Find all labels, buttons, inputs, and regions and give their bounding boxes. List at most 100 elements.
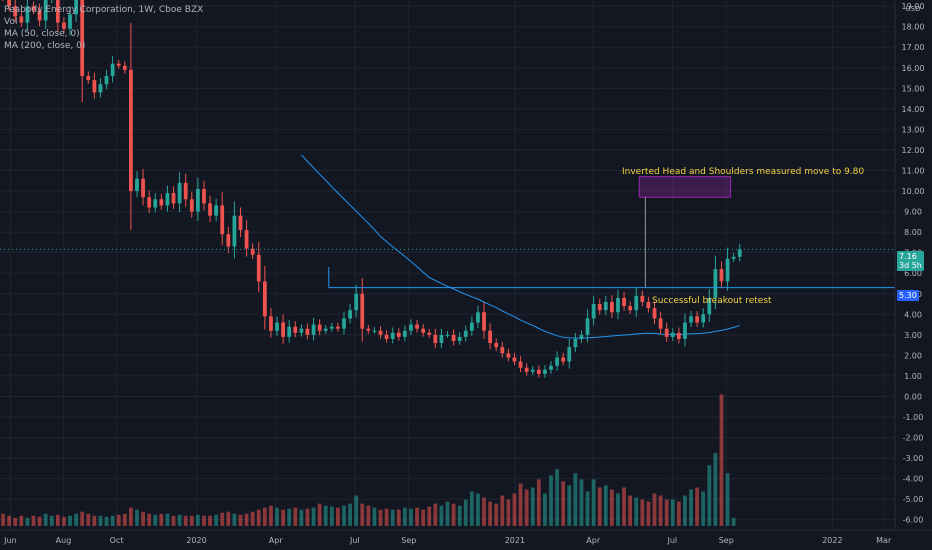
volume-bar — [110, 515, 115, 526]
ma50-indicator-label[interactable]: MA (50, close, 0) — [4, 29, 80, 39]
volume-bar — [104, 516, 109, 526]
volume-bar — [189, 515, 194, 526]
volume-bar — [640, 499, 645, 526]
candle-body — [701, 314, 706, 323]
volume-bar — [37, 516, 42, 526]
candle-body — [518, 361, 523, 368]
candle-body — [469, 322, 474, 331]
candle-body — [281, 322, 285, 337]
volume-bar — [725, 473, 730, 526]
candle-body — [122, 65, 127, 70]
candle-body — [348, 310, 352, 319]
volume-bar — [43, 513, 48, 526]
volume-bar — [232, 513, 237, 526]
candle-body — [725, 258, 730, 282]
volume-bar — [25, 517, 30, 526]
volume-bar — [275, 507, 279, 526]
candle-body — [378, 330, 383, 335]
candle-body — [92, 80, 97, 93]
x-tick-label: Apr — [269, 536, 284, 545]
volume-bar — [269, 505, 273, 526]
candle-body — [683, 322, 687, 339]
candle-body — [329, 326, 334, 329]
candle-body — [415, 324, 419, 329]
volume-indicator-label[interactable]: Vol — [4, 17, 18, 27]
candle-body — [74, 0, 78, 15]
volume-bar — [159, 513, 164, 526]
candle-body — [287, 326, 292, 337]
volume-bar — [390, 509, 395, 526]
candle-body — [195, 188, 200, 212]
y-tick-label: 17.00 — [902, 43, 925, 52]
breakout-level-badge: 5.30 — [897, 290, 919, 301]
volume-bar — [202, 515, 206, 526]
volume-bar — [1, 513, 5, 526]
candle-body — [402, 330, 407, 337]
volume-bar — [622, 487, 626, 526]
candle-body — [616, 297, 620, 313]
candle-body — [55, 0, 60, 23]
candle-body — [737, 249, 742, 257]
volume-bar — [80, 511, 85, 526]
ma200-indicator-label[interactable]: MA (200, close, 0) — [4, 41, 86, 51]
retest-annotation[interactable]: Successful breakout retest — [652, 296, 772, 306]
candle-body — [153, 199, 158, 208]
candle-body — [573, 338, 578, 348]
target-box — [638, 176, 732, 198]
volume-bar — [652, 493, 657, 526]
volume-bar — [153, 514, 158, 526]
target-annotation[interactable]: Inverted Head and Shoulders measured mov… — [622, 167, 865, 177]
time-axis-background — [0, 530, 932, 550]
x-tick-label: 2020 — [186, 536, 206, 545]
volume-bar — [305, 508, 310, 526]
candle-body — [390, 332, 395, 339]
candle-body — [506, 353, 511, 358]
y-tick-label: 19.00 — [902, 2, 925, 11]
candle-body — [98, 84, 103, 93]
candle-body — [610, 301, 614, 313]
candle-body — [293, 326, 298, 333]
volume-bar — [536, 479, 541, 526]
candle-body — [439, 334, 444, 344]
symbol-title[interactable]: Peabody Energy Corporation, 1W, Cboe BZX — [4, 5, 204, 15]
candle-body — [628, 306, 633, 311]
candle-body — [512, 357, 517, 362]
drawing-tools — [0, 176, 895, 289]
candle-body — [305, 328, 310, 335]
volume-bar — [482, 497, 486, 526]
volume-bar — [208, 515, 212, 526]
candle-body — [141, 178, 145, 198]
volume-bar — [506, 499, 511, 526]
candle-body — [159, 199, 164, 206]
candle-body — [536, 369, 541, 374]
candle-body — [670, 332, 675, 337]
candle-body — [482, 312, 486, 331]
candle-body — [549, 365, 553, 370]
candle-body — [658, 318, 663, 329]
candle-body — [360, 293, 365, 329]
y-tick-label: 0.00 — [904, 392, 922, 401]
volume-bar — [561, 481, 566, 526]
volume-bar — [616, 493, 620, 526]
time-axis[interactable]: Jun Aug Oct 2020 Apr Jul Sep 2021 Apr Jul Sep 2022 M… — [3, 536, 892, 545]
y-tick-label: -3.00 — [903, 454, 924, 463]
candle-body — [214, 205, 219, 216]
volume-bar — [530, 487, 535, 526]
candle-body — [494, 343, 499, 348]
volume-bar — [129, 507, 133, 526]
candle-body — [86, 76, 91, 81]
candle-body — [689, 316, 693, 323]
y-tick-label: 13.00 — [902, 125, 925, 134]
candle-body — [731, 256, 736, 259]
grid-lines — [0, 0, 895, 530]
volume-bar — [433, 503, 438, 526]
candle-body — [707, 297, 712, 315]
candle-body — [104, 76, 109, 85]
volume-bar — [220, 512, 225, 526]
x-tick-label: Jun — [3, 536, 17, 545]
candle-body — [43, 0, 48, 21]
volume-bar — [591, 479, 596, 526]
volume-bar — [86, 513, 91, 526]
